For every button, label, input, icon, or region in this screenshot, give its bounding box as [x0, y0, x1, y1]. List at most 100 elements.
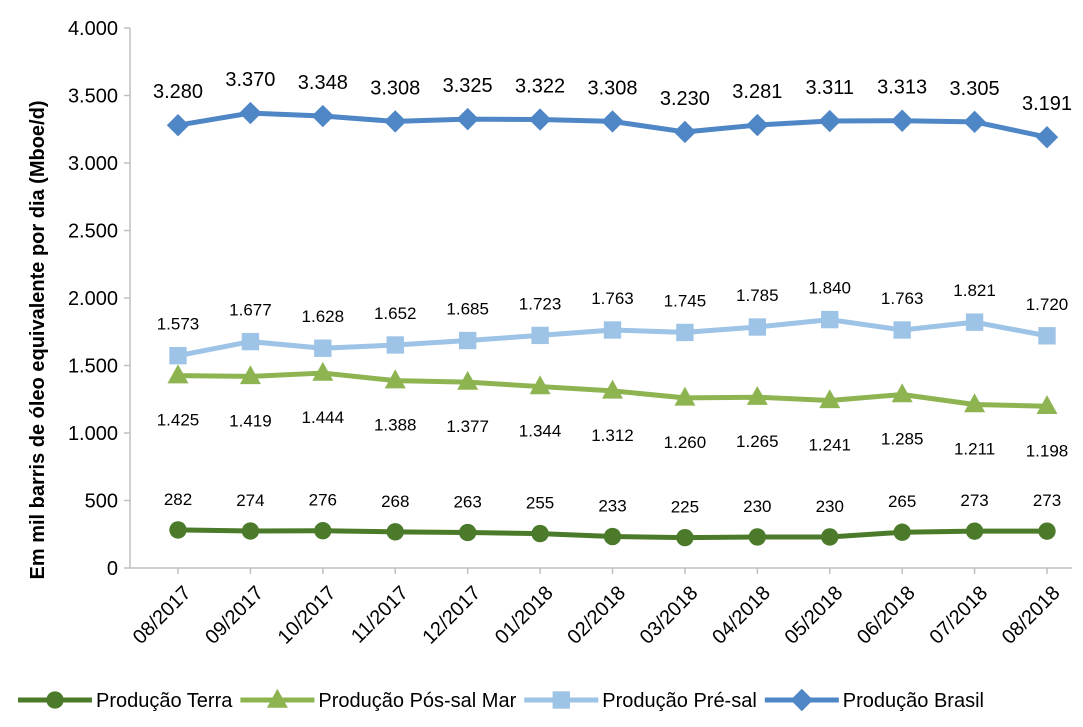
x-axis: 08/2017 09/2017 10/2017 11/2017 12/2017 01/20…	[129, 567, 1072, 649]
data-point-producao-pre-sal	[169, 346, 187, 365]
y-tick-label: 1.000	[68, 423, 118, 445]
data-point-producao-pos-sal-mar	[457, 370, 479, 390]
data-label-producao-terra: 273	[960, 491, 988, 510]
data-point-producao-brasil	[239, 101, 262, 125]
legend: Produção Terra Produção Pós-sal Mar Produç…	[18, 688, 984, 712]
legend-marker-producao-pos-sal-mar	[266, 688, 288, 708]
data-label-producao-pre-sal: 1.685	[446, 300, 489, 319]
data-label-producao-pos-sal-mar: 1.425	[157, 411, 200, 430]
data-point-producao-pre-sal	[531, 326, 549, 345]
data-label-producao-pre-sal: 1.840	[808, 279, 851, 298]
data-point-producao-terra	[965, 522, 984, 540]
data-point-producao-terra	[748, 528, 767, 546]
data-label-producao-brasil: 3.322	[515, 76, 565, 98]
data-point-producao-pos-sal-mar	[529, 375, 551, 395]
x-tick-label: 10/2017	[274, 582, 341, 649]
data-point-producao-brasil	[746, 113, 769, 137]
data-point-producao-pos-sal-mar	[312, 361, 334, 381]
data-label-producao-pos-sal-mar: 1.344	[519, 422, 562, 441]
data-point-producao-pos-sal-mar	[674, 386, 696, 406]
data-label-producao-terra: 276	[309, 491, 337, 510]
data-label-producao-terra: 274	[236, 491, 264, 510]
data-label-producao-pos-sal-mar: 1.377	[446, 417, 489, 436]
data-label-producao-brasil: 3.348	[298, 72, 348, 94]
data-point-producao-pos-sal-mar	[964, 393, 986, 413]
data-label-producao-pre-sal: 1.821	[953, 281, 996, 300]
data-label-producao-brasil: 3.230	[660, 88, 710, 110]
data-label-producao-pre-sal: 1.763	[881, 289, 924, 308]
x-tick-label: 05/2018	[781, 582, 848, 649]
data-point-producao-brasil	[601, 110, 624, 133]
data-point-producao-pos-sal-mar	[891, 383, 913, 403]
data-point-producao-terra	[821, 528, 839, 546]
x-tick-label: 12/2017	[419, 582, 486, 649]
data-point-producao-pos-sal-mar	[384, 369, 406, 389]
y-tick-label: 4.000	[68, 18, 118, 40]
data-label-producao-terra: 255	[526, 494, 554, 513]
series-lines	[166, 101, 1059, 547]
data-label-producao-terra: 233	[598, 497, 626, 516]
data-label-producao-terra: 265	[888, 492, 916, 511]
y-tick-label: 2.000	[68, 288, 118, 310]
data-point-producao-pre-sal	[241, 332, 260, 351]
y-tick-label: 500	[85, 491, 118, 513]
data-label-producao-pos-sal-mar: 1.312	[591, 426, 634, 445]
data-label-producao-brasil: 3.313	[877, 77, 927, 99]
data-label-producao-brasil: 3.311	[805, 77, 854, 99]
data-label-producao-brasil: 3.191	[1022, 93, 1072, 115]
data-label-producao-pre-sal: 1.677	[229, 301, 272, 320]
data-label-producao-brasil: 3.305	[950, 78, 1000, 100]
data-point-producao-terra	[1038, 522, 1056, 540]
x-tick-label: 07/2018	[925, 582, 992, 649]
data-label-producao-terra: 230	[743, 497, 771, 516]
data-label-producao-pos-sal-mar: 1.419	[229, 411, 272, 430]
data-point-producao-pos-sal-mar	[239, 365, 261, 385]
x-tick-label: 02/2018	[563, 582, 630, 649]
data-point-producao-pre-sal	[1038, 327, 1056, 345]
data-point-producao-brasil	[963, 110, 986, 134]
data-label-producao-terra: 273	[1033, 491, 1061, 510]
legend-label-producao-terra: Produção Terra	[96, 690, 233, 712]
data-point-producao-brasil	[818, 109, 841, 133]
data-point-producao-brasil	[311, 104, 335, 128]
x-tick-label: 09/2017	[201, 582, 268, 649]
data-label-producao-pos-sal-mar: 1.265	[736, 432, 779, 451]
legend-label-producao-brasil: Produção Brasil	[843, 690, 984, 712]
data-point-producao-terra	[603, 527, 622, 546]
x-tick-label: 08/2017	[129, 582, 196, 649]
data-point-producao-brasil	[890, 109, 914, 132]
legend-label-producao-pos-sal-mar: Produção Pós-sal Mar	[318, 690, 516, 712]
data-label-producao-brasil: 3.325	[443, 75, 493, 97]
data-label-producao-terra: 282	[164, 490, 192, 509]
y-axis: 0 500 1.000 1.500 2.000 2.500 3.000 3.500 4.000	[68, 18, 131, 580]
data-label-producao-pos-sal-mar: 1.260	[664, 433, 707, 452]
data-label-producao-pos-sal-mar: 1.211	[954, 440, 995, 459]
data-label-producao-terra: 263	[453, 492, 481, 511]
data-label-producao-pos-sal-mar: 1.388	[374, 416, 417, 435]
data-label-producao-terra: 225	[671, 498, 699, 517]
y-axis-title: Em mil barris de óleo equivalente por di…	[27, 101, 49, 580]
data-label-producao-brasil: 3.308	[587, 77, 637, 99]
y-tick-label: 2.500	[68, 221, 118, 243]
data-point-producao-pos-sal-mar	[1036, 395, 1058, 414]
data-point-producao-brasil	[673, 120, 697, 144]
data-point-producao-pre-sal	[676, 323, 694, 342]
legend-marker-producao-pre-sal	[552, 691, 570, 709]
y-tick-label: 1.500	[68, 356, 118, 378]
data-label-producao-pre-sal: 1.745	[664, 291, 707, 310]
data-point-producao-brasil	[1035, 126, 1059, 149]
x-tick-label: 06/2018	[853, 582, 920, 649]
data-label-producao-brasil: 3.308	[370, 77, 420, 99]
legend-marker-producao-brasil	[790, 688, 813, 712]
data-point-producao-terra	[531, 524, 549, 543]
data-label-producao-pre-sal: 1.785	[736, 286, 779, 305]
data-point-producao-terra	[169, 521, 187, 539]
legend-label-producao-pre-sal: Produção Pré-sal	[602, 690, 757, 712]
data-point-producao-terra	[458, 523, 477, 542]
data-point-producao-pre-sal	[314, 339, 332, 357]
data-labels: 282 274 276 268 263 255 233 225 230 230 265 273 273 1…	[153, 69, 1072, 517]
data-point-producao-terra	[893, 523, 911, 541]
data-point-producao-pre-sal	[893, 321, 911, 339]
x-tick-label: 04/2018	[708, 582, 775, 649]
data-label-producao-pre-sal: 1.720	[1026, 295, 1069, 314]
